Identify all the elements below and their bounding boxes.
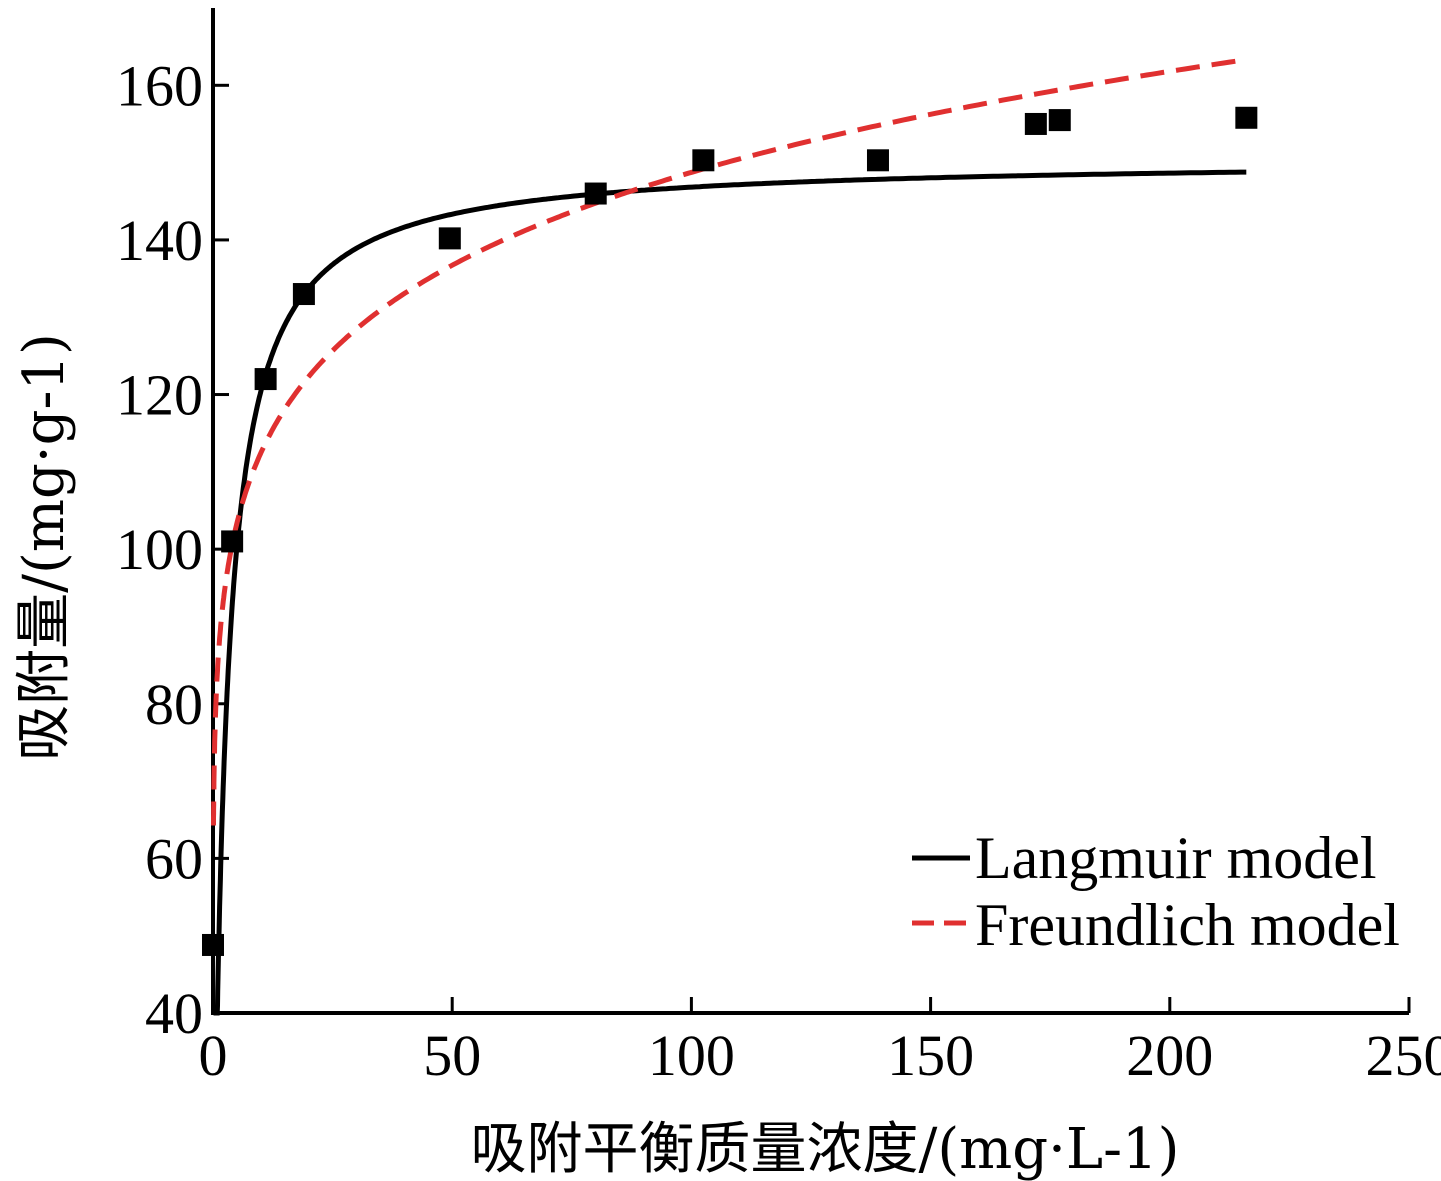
y-tick-label: 120 [116,363,203,428]
data-point [221,530,244,553]
data-point [692,149,715,172]
ticks: 0 50 100 150 200 250 40 60 80 100 120 140 160 [116,53,1441,1088]
x-tick-label: 200 [1126,1023,1213,1088]
legend-label-langmuir: Langmuir model [975,825,1377,891]
y-tick-label: 60 [145,826,203,891]
data-points [202,106,1258,956]
y-axis-title: 吸附量/(mg·g-1) [12,333,77,761]
x-axis-title: 吸附平衡质量浓度/(mg·L-1) [470,1117,1179,1181]
data-point [254,368,277,391]
legend: Langmuir model Freundlich model [912,825,1400,958]
x-tick-label: 250 [1366,1023,1441,1088]
data-point [1235,106,1258,129]
data-point [1048,109,1071,132]
y-tick-label: 40 [145,981,203,1046]
y-tick-label: 160 [116,53,203,118]
x-tick-label: 100 [648,1023,735,1088]
y-tick-label: 140 [116,208,203,273]
y-tick-label: 80 [145,672,203,737]
y-tick-label: 100 [116,517,203,582]
data-point [1024,112,1047,135]
x-tick-label: 0 [199,1023,228,1088]
data-point [292,283,315,306]
axes [211,8,1409,1015]
data-point [584,182,607,205]
data-point [202,933,224,956]
x-tick-label: 50 [423,1023,481,1088]
legend-label-freundlich: Freundlich model [975,892,1400,958]
data-point [438,227,461,250]
data-point [866,149,889,172]
x-tick-label: 150 [887,1023,974,1088]
